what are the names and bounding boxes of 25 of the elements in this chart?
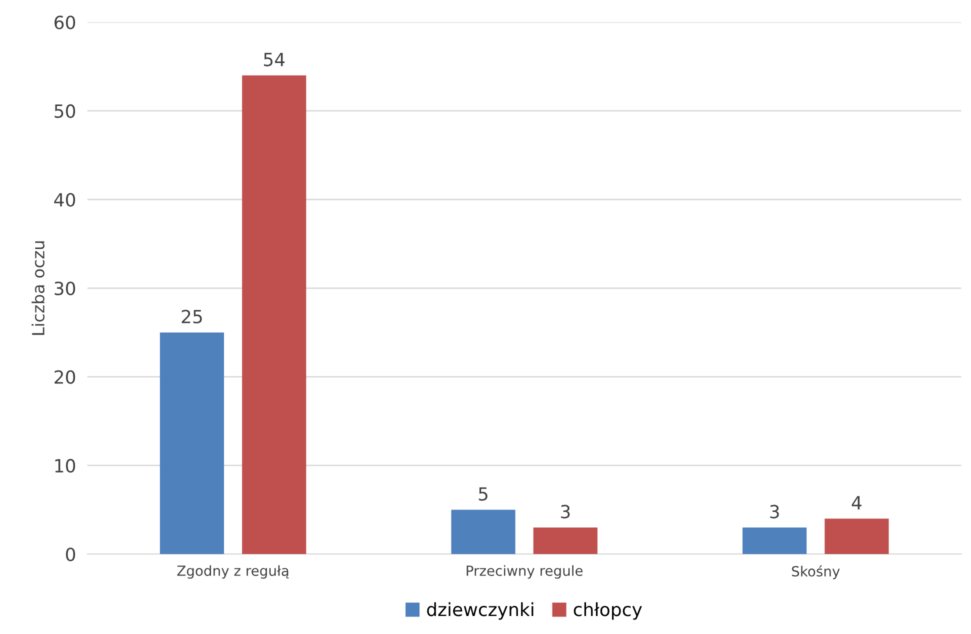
y-tick-label: 50 [54,104,76,118]
bar [824,518,889,554]
y-tick-label: 20 [54,370,76,384]
y-tick-label: 60 [54,16,76,30]
legend-label: chłopcy [574,602,642,620]
x-tick-label: Skośny [792,565,840,580]
y-axis-title: Liczba oczu [32,241,45,335]
y-tick-label: 40 [54,192,76,207]
data-label: 54 [264,52,285,66]
bar [160,332,224,554]
legend-label: dziewczynki [427,602,534,620]
data-label: 25 [182,310,202,324]
x-tick-label: Przeciwny regule [466,565,583,579]
bar [451,510,516,554]
data-label: 4 [852,496,862,510]
x-tick-label: Zgodny z regułą [177,565,289,579]
data-label: 3 [770,504,779,518]
y-tick-label: 0 [66,548,76,562]
bar [533,528,598,554]
y-tick-label: 30 [54,282,76,296]
y-tick-label: 10 [55,458,76,473]
bar [742,528,807,554]
data-label: 5 [478,487,488,501]
bar [242,75,306,554]
data-label: 3 [561,504,570,518]
